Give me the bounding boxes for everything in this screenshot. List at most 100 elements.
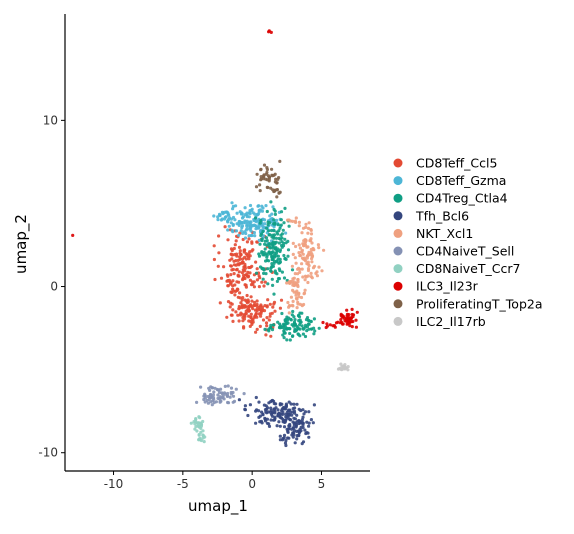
x-tick-label: -10 — [104, 477, 124, 491]
data-point — [265, 324, 269, 328]
data-point — [312, 317, 316, 321]
data-point — [243, 213, 247, 217]
data-point — [263, 327, 267, 331]
data-point — [345, 308, 349, 312]
data-point — [293, 256, 297, 260]
data-point — [226, 300, 231, 304]
data-point — [195, 429, 199, 433]
data-point — [273, 212, 277, 216]
data-point — [282, 425, 287, 429]
data-point — [351, 315, 355, 319]
data-point — [307, 435, 311, 439]
data-point — [264, 177, 268, 181]
legend-swatch — [393, 299, 403, 309]
data-point — [257, 409, 261, 413]
data-point — [262, 271, 266, 275]
data-point — [284, 402, 288, 406]
data-point — [272, 300, 277, 304]
data-point — [273, 172, 277, 176]
data-point — [284, 443, 288, 448]
data-point — [279, 298, 284, 302]
data-point — [218, 395, 222, 399]
data-point — [273, 415, 277, 419]
legend-swatch — [393, 211, 403, 221]
data-point — [345, 312, 349, 316]
data-point — [235, 287, 239, 291]
data-point — [242, 326, 246, 330]
data-point — [248, 225, 253, 229]
data-point — [325, 324, 329, 328]
data-point — [248, 271, 252, 275]
data-point — [283, 237, 287, 241]
data-point — [267, 233, 271, 237]
data-point — [278, 268, 282, 273]
data-point — [290, 264, 294, 268]
data-point — [253, 219, 257, 223]
data-point — [294, 293, 298, 297]
data-point — [211, 393, 215, 397]
data-point — [265, 209, 269, 214]
data-point — [262, 267, 266, 271]
data-point — [269, 326, 273, 330]
data-point — [272, 218, 276, 222]
data-point — [297, 220, 301, 224]
data-point — [296, 277, 300, 282]
data-point — [311, 421, 315, 425]
data-point — [245, 240, 249, 244]
data-point — [295, 402, 299, 406]
data-point — [287, 224, 291, 228]
data-point — [216, 264, 220, 268]
data-point — [277, 420, 281, 424]
data-point — [236, 313, 240, 317]
data-point — [259, 314, 263, 318]
data-point — [282, 433, 287, 437]
data-point — [321, 320, 325, 325]
data-point — [303, 428, 307, 432]
data-point — [248, 203, 253, 208]
data-point — [258, 307, 262, 311]
data-point — [262, 403, 266, 407]
data-point — [290, 413, 294, 417]
data-point — [288, 338, 292, 342]
data-point — [297, 291, 301, 295]
data-point — [285, 281, 289, 285]
legend-swatch — [393, 246, 403, 256]
data-point — [282, 253, 286, 258]
data-point — [336, 367, 341, 371]
data-point — [299, 295, 304, 300]
data-point — [227, 224, 231, 228]
data-point — [272, 241, 276, 245]
data-point — [243, 206, 247, 210]
data-point — [294, 424, 298, 428]
data-point — [242, 313, 247, 317]
data-point — [193, 427, 197, 431]
data-point — [286, 430, 290, 434]
data-point — [233, 243, 237, 247]
data-point — [258, 189, 262, 193]
data-point — [228, 305, 232, 309]
data-point — [243, 407, 247, 411]
data-point — [280, 270, 284, 274]
data-point — [271, 283, 275, 287]
data-point — [240, 303, 244, 307]
data-point — [258, 242, 262, 246]
data-point — [257, 400, 261, 404]
data-point — [246, 274, 251, 278]
data-point — [247, 319, 251, 323]
data-point — [260, 421, 264, 425]
data-point — [245, 227, 249, 231]
data-point — [303, 278, 307, 282]
data-point — [259, 175, 263, 179]
data-point — [307, 410, 311, 414]
data-point — [257, 238, 261, 242]
data-point — [284, 231, 288, 235]
data-point — [240, 271, 244, 275]
data-point — [240, 261, 244, 265]
data-point — [231, 319, 235, 323]
data-point — [267, 318, 271, 322]
data-point — [273, 189, 277, 193]
data-point — [285, 321, 289, 326]
data-point — [309, 247, 313, 252]
data-point — [199, 385, 203, 389]
data-point — [266, 185, 270, 190]
